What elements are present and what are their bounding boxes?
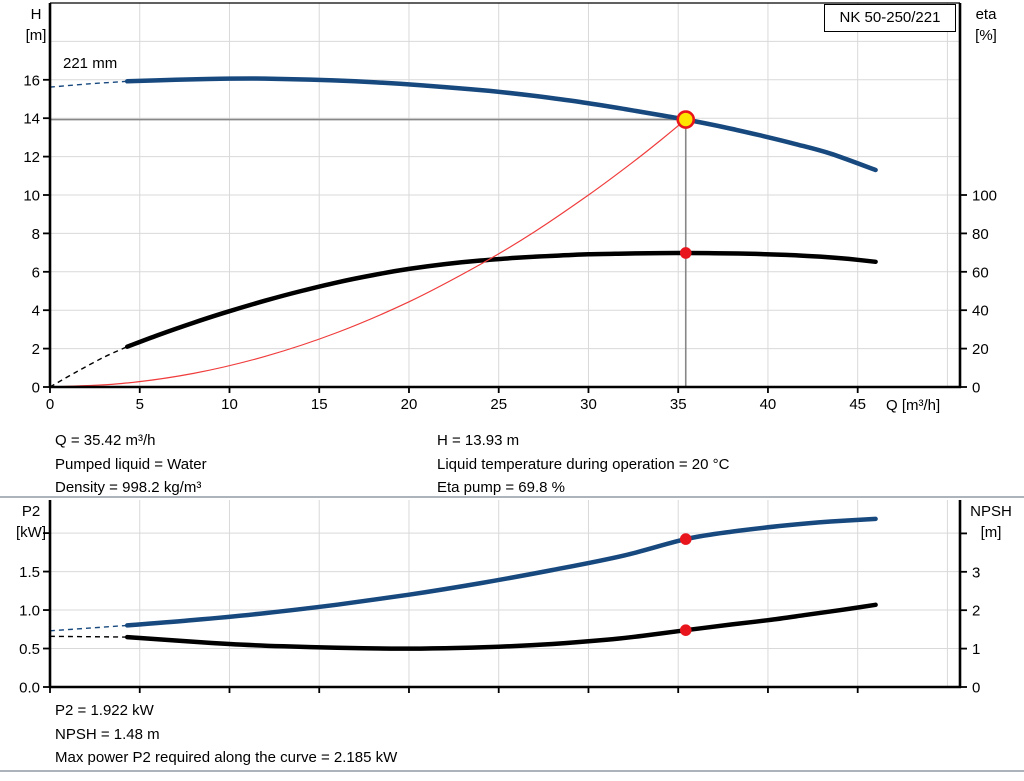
head-curve-dashed bbox=[49, 80, 128, 88]
system-curve bbox=[49, 118, 687, 388]
tick-label-y-right: 2 bbox=[972, 603, 980, 620]
eta-axis-title: eta [%] bbox=[962, 4, 1010, 46]
tick-label-y-right: 0 bbox=[972, 380, 980, 397]
p2-curve-dashed bbox=[49, 624, 128, 632]
q-axis-title: Q [m³/h] bbox=[886, 397, 941, 414]
tick-label-y-right: 100 bbox=[972, 188, 997, 205]
tick-label-y-left: 0.5 bbox=[19, 641, 40, 658]
tick-label-y-left: 10 bbox=[23, 188, 40, 205]
tick-label-x: 35 bbox=[670, 396, 687, 413]
tick-label-x: 45 bbox=[849, 396, 866, 413]
info-max-power: Max power P2 required along the curve = … bbox=[55, 749, 398, 766]
tick-label-y-right: 40 bbox=[972, 303, 989, 320]
tick-label-y-right: 3 bbox=[972, 564, 980, 581]
tick-label-x: 25 bbox=[490, 396, 507, 413]
p2-axis-title-line2: [kW] bbox=[16, 524, 46, 541]
p2-point-marker bbox=[679, 533, 692, 545]
tick-label-x: 30 bbox=[580, 396, 597, 413]
pump-model-badge: NK 50-250/221 bbox=[824, 4, 956, 32]
tick-label-y-left: 1.0 bbox=[19, 603, 40, 620]
duty-info-col2: H = 13.93 m Liquid temperature during op… bbox=[437, 429, 729, 500]
duty-point-marker bbox=[676, 110, 696, 129]
npsh-axis-title: NPSH [m] bbox=[963, 501, 1019, 543]
info-flow: Q = 35.42 m³/h bbox=[55, 432, 156, 449]
npsh-axis-title-line1: NPSH bbox=[970, 503, 1012, 520]
p2-axis-title: P2 [kW] bbox=[8, 501, 54, 543]
h-axis-title-line2: [m] bbox=[25, 27, 47, 44]
tick-label-y-left: 16 bbox=[23, 72, 40, 89]
power-info-block: P2 = 1.922 kW NPSH = 1.48 m Max power P2… bbox=[55, 699, 397, 770]
info-eta-pump: Eta pump = 69.8 % bbox=[437, 479, 565, 496]
section-divider-bottom bbox=[0, 770, 1024, 772]
tick-label-y-left: 6 bbox=[32, 264, 40, 281]
info-pumped-liquid: Pumped liquid = Water bbox=[55, 455, 207, 473]
efficiency-point-marker bbox=[679, 247, 692, 259]
h-axis-title: H [m] bbox=[15, 4, 57, 46]
tick-label-y-left: 8 bbox=[32, 226, 40, 243]
eta-axis-title-line2: [%] bbox=[975, 27, 997, 44]
impeller-diameter-label: 221 mm bbox=[63, 55, 118, 72]
p2-axis-title-line1: P2 bbox=[21, 503, 41, 520]
tick-label-y-left: 0.0 bbox=[19, 680, 40, 697]
info-head: H = 13.93 m bbox=[437, 432, 520, 449]
tick-label-x: 10 bbox=[221, 396, 238, 413]
tick-label-y-left: 12 bbox=[23, 149, 40, 166]
info-npsh: NPSH = 1.48 m bbox=[55, 725, 160, 743]
efficiency-curve bbox=[124, 250, 878, 349]
info-p2: P2 = 1.922 kW bbox=[55, 702, 154, 719]
p2-curve bbox=[124, 516, 878, 628]
tick-label-y-left: 4 bbox=[32, 303, 40, 320]
tick-label-y-right: 60 bbox=[972, 264, 989, 281]
info-liquid-temperature: Liquid temperature during operation = 20… bbox=[437, 455, 730, 473]
eta-axis-title-line1: eta bbox=[975, 6, 997, 23]
duty-info-col1: Q = 35.42 m³/h Pumped liquid = Water Den… bbox=[55, 429, 207, 500]
h-axis-title-line1: H bbox=[30, 6, 42, 23]
tick-label-x: 15 bbox=[311, 396, 328, 413]
tick-label-y-right: 20 bbox=[972, 341, 989, 358]
tick-label-y-left: 1.5 bbox=[19, 564, 40, 581]
npsh-axis-title-line2: [m] bbox=[980, 524, 1002, 541]
section-divider-middle bbox=[0, 496, 1024, 498]
tick-label-x: 40 bbox=[760, 396, 777, 413]
head-curve bbox=[124, 76, 878, 173]
npsh-curve bbox=[124, 602, 878, 651]
tick-label-y-left: 0 bbox=[32, 380, 40, 397]
tick-label-y-right: 1 bbox=[972, 641, 980, 658]
info-density: Density = 998.2 kg/m³ bbox=[55, 479, 202, 496]
tick-label-y-left: 14 bbox=[23, 111, 40, 128]
tick-label-x: 5 bbox=[136, 396, 144, 413]
tick-label-y-left: 2 bbox=[32, 341, 40, 358]
tick-label-y-right: 0 bbox=[972, 680, 980, 697]
npsh-curve-dashed bbox=[49, 635, 128, 638]
tick-label-y-right: 80 bbox=[972, 226, 989, 243]
npsh-point-marker bbox=[679, 624, 692, 636]
efficiency-curve-dashed bbox=[49, 346, 128, 388]
tick-label-x: 20 bbox=[401, 396, 418, 413]
tick-label-x: 0 bbox=[46, 396, 54, 413]
